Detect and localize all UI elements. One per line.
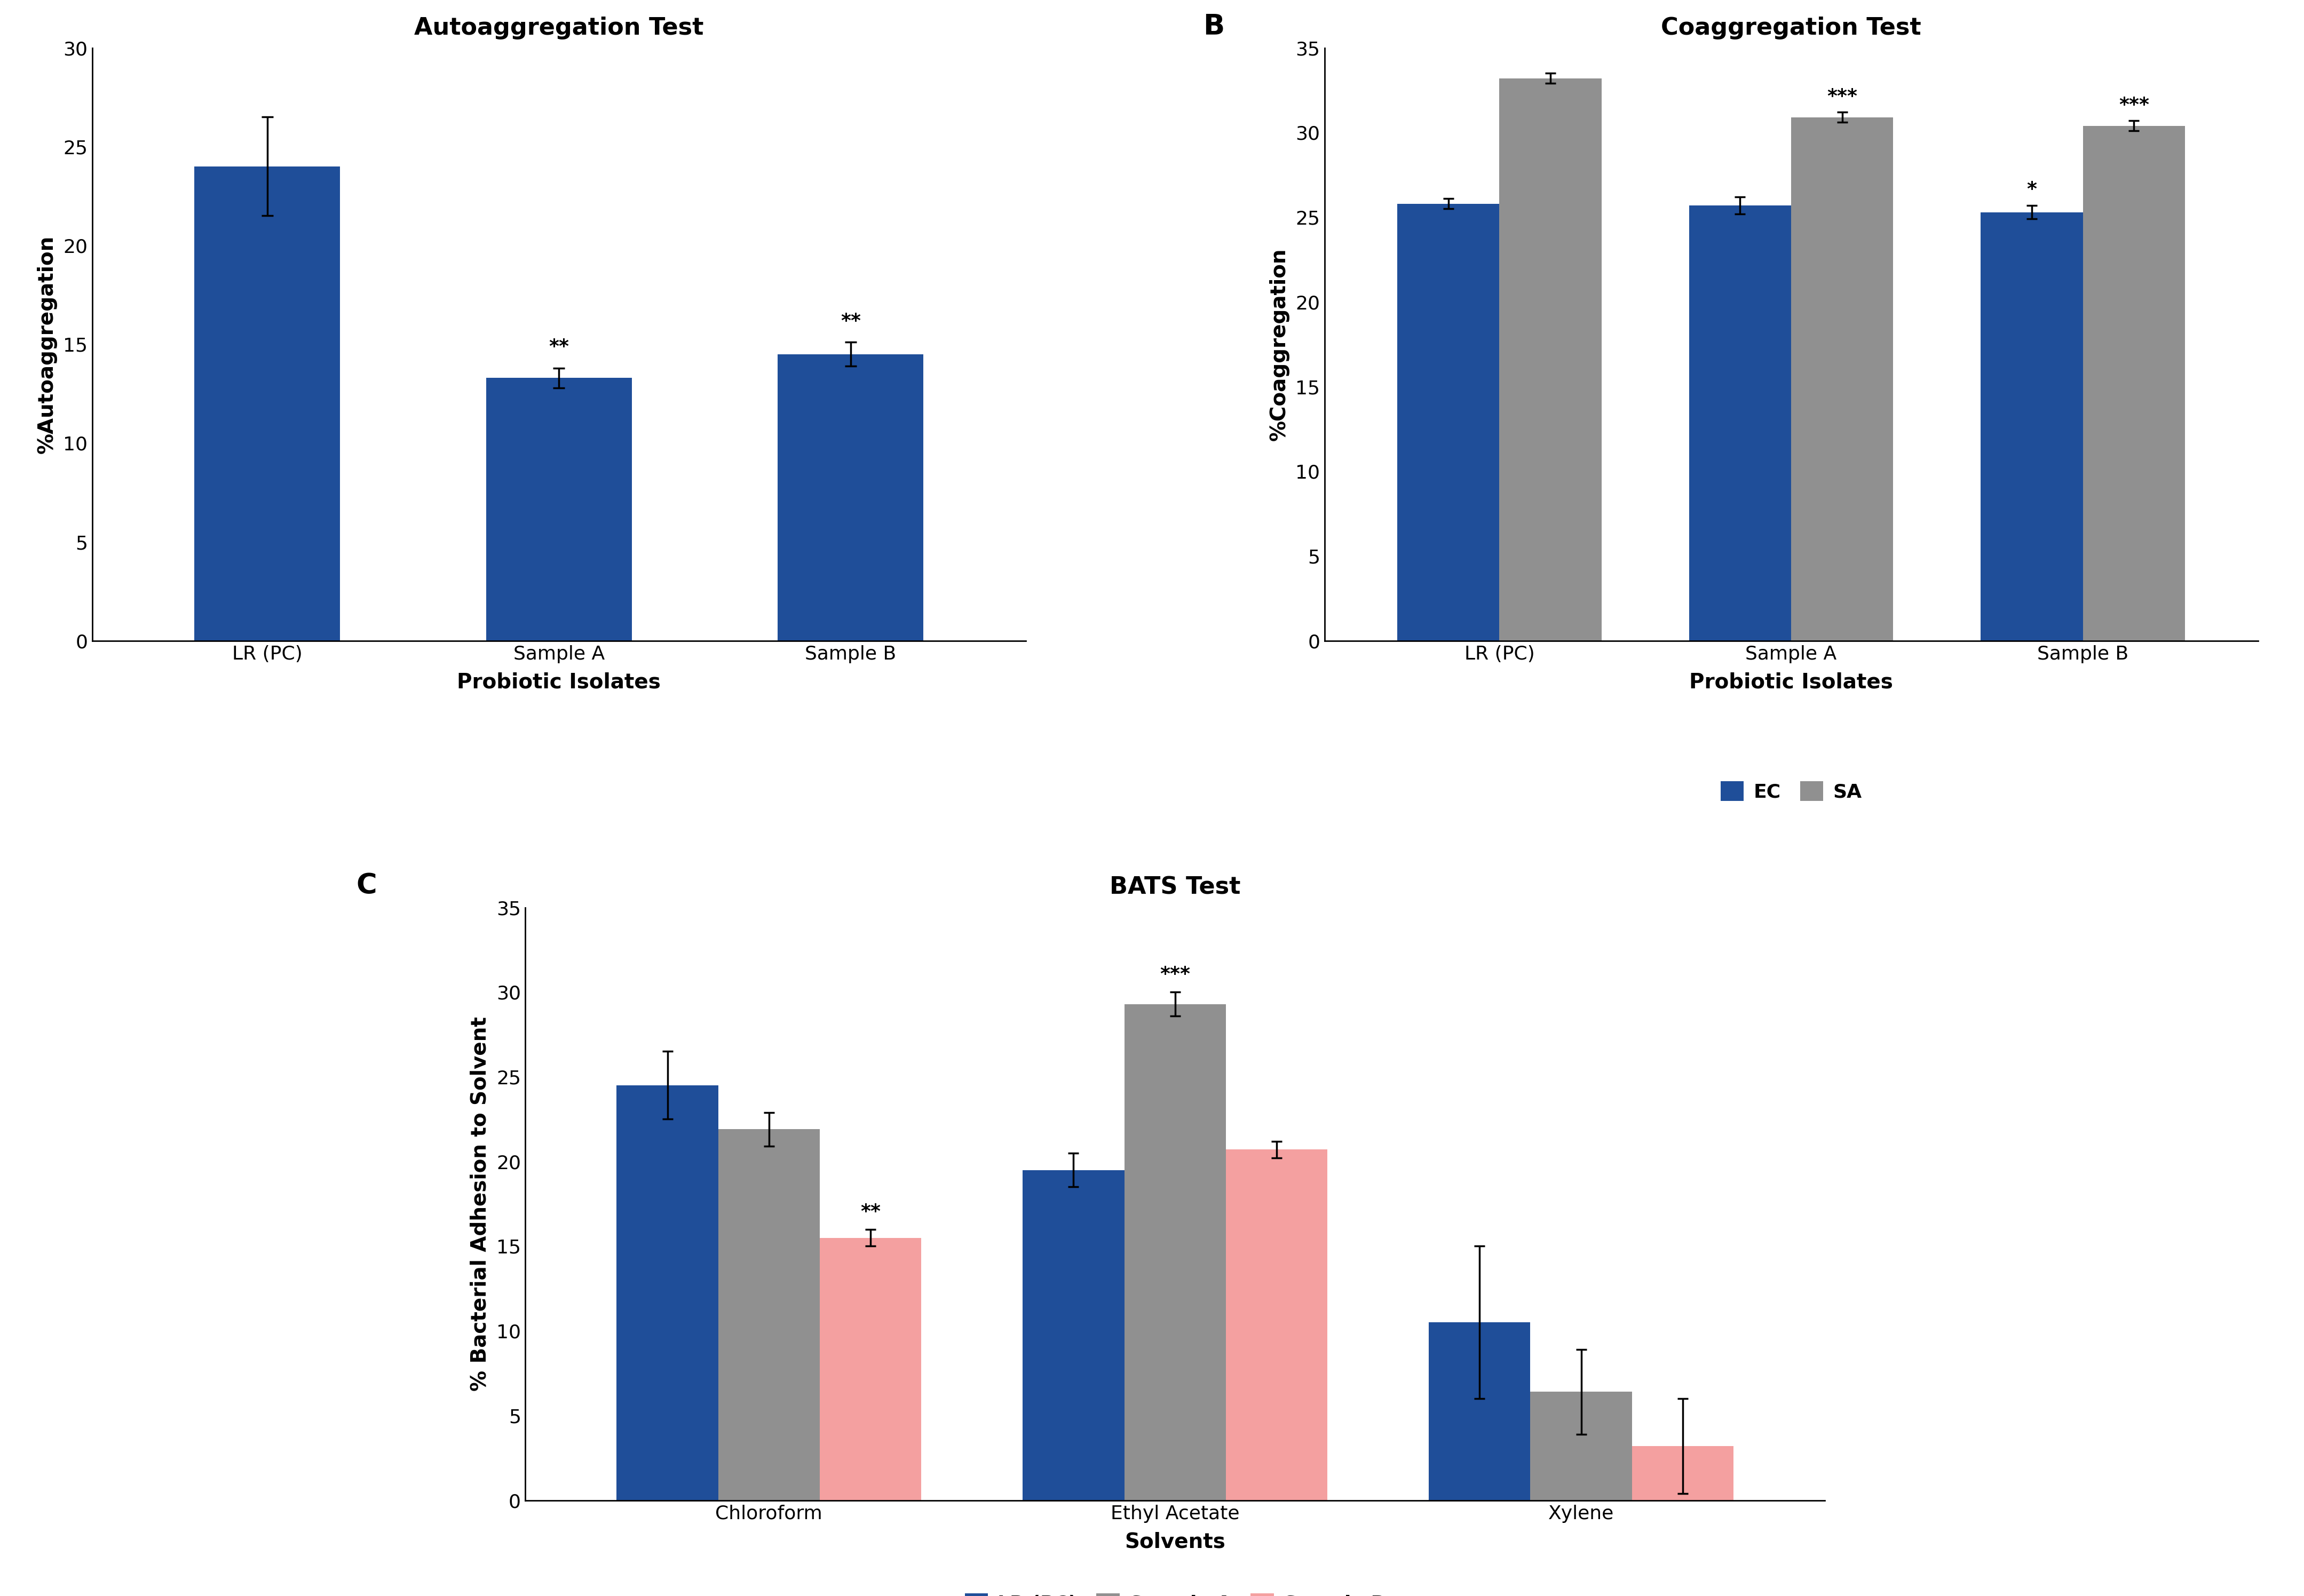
Bar — [719, 1130, 820, 1500]
Bar — [1226, 1149, 1327, 1500]
Bar — [486, 378, 631, 640]
Y-axis label: % Bacterial Adhesion to Solvent: % Bacterial Adhesion to Solvent — [470, 1017, 491, 1392]
Y-axis label: %Coaggregation: %Coaggregation — [1270, 247, 1290, 440]
Bar — [1023, 1170, 1124, 1500]
Bar — [1689, 206, 1790, 640]
Bar — [1981, 212, 2083, 640]
Bar — [779, 354, 924, 640]
Bar — [1396, 204, 1500, 640]
Text: ***: *** — [2120, 96, 2150, 113]
Text: B: B — [1203, 13, 1223, 40]
X-axis label: Probiotic Isolates: Probiotic Isolates — [1689, 672, 1894, 693]
Bar — [1428, 1323, 1530, 1500]
X-axis label: Solvents: Solvents — [1124, 1532, 1226, 1551]
Bar — [2083, 126, 2184, 640]
Bar — [820, 1238, 922, 1500]
Bar — [1790, 118, 1894, 640]
Bar — [1124, 1004, 1226, 1500]
Text: ***: *** — [1159, 966, 1191, 983]
Bar — [1500, 78, 1601, 640]
Text: *: * — [2028, 180, 2037, 198]
Legend: EC, SA: EC, SA — [1712, 774, 1869, 809]
Y-axis label: %Autoaggregation: %Autoaggregation — [37, 235, 58, 453]
Bar — [1631, 1446, 1733, 1500]
Bar — [194, 166, 341, 640]
Title: Coaggregation Test: Coaggregation Test — [1661, 16, 1922, 40]
Title: BATS Test: BATS Test — [1111, 876, 1240, 899]
Bar — [617, 1085, 719, 1500]
Text: ***: *** — [1827, 88, 1857, 105]
Legend: LR (PC), Sample A, Sample B: LR (PC), Sample A, Sample B — [956, 1585, 1394, 1596]
Text: **: ** — [859, 1203, 880, 1221]
Title: Autoaggregation Test: Autoaggregation Test — [415, 16, 703, 40]
Bar — [1530, 1392, 1631, 1500]
X-axis label: Probiotic Isolates: Probiotic Isolates — [456, 672, 661, 693]
Text: C: C — [357, 871, 378, 900]
Text: **: ** — [548, 338, 569, 356]
Text: **: ** — [841, 313, 862, 330]
